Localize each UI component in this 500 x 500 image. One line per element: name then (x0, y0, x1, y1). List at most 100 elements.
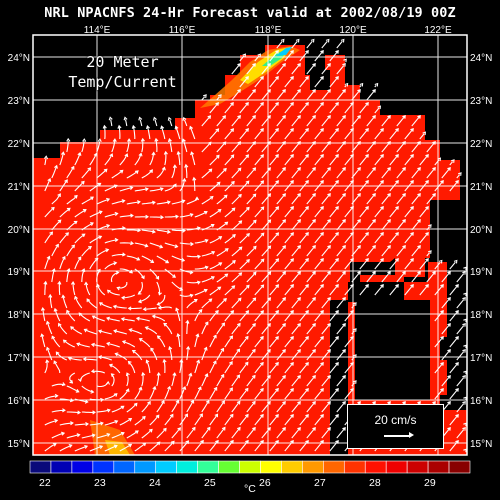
current-vector-head (252, 297, 257, 302)
current-vector-head (84, 444, 89, 449)
current-vector (72, 282, 76, 296)
current-vector-head (246, 232, 250, 237)
current-vector (261, 271, 271, 283)
current-vector (254, 310, 264, 322)
current-vector-head (236, 348, 241, 353)
current-vector (336, 167, 346, 179)
current-vector-head (327, 245, 331, 249)
current-vector-head (128, 418, 133, 422)
current-vector-head (275, 336, 279, 340)
current-vector-head (184, 163, 189, 168)
current-vector-head (195, 333, 200, 338)
current-vector (404, 258, 414, 270)
current-vector-head (67, 356, 72, 361)
current-vector-head (184, 413, 188, 418)
current-vector-head (335, 310, 339, 314)
current-vector (336, 193, 346, 205)
current-vector-head (43, 155, 49, 160)
colorbar-swatch (176, 460, 198, 474)
current-vector (209, 286, 221, 296)
current-vector (389, 180, 399, 192)
current-vector-head (353, 380, 357, 384)
current-vector (201, 115, 211, 127)
current-vector-head (82, 357, 87, 362)
current-vector (171, 255, 185, 262)
current-vector-head (158, 291, 162, 296)
current-vector (209, 236, 222, 244)
current-vector-head (64, 179, 68, 184)
current-vector-head (387, 141, 391, 145)
current-vector (231, 220, 242, 231)
current-vector-head (172, 164, 177, 169)
current-vector (419, 284, 429, 296)
current-vector (336, 115, 346, 127)
current-vector (254, 180, 264, 192)
current-vector-head (402, 245, 406, 249)
current-vector (351, 167, 361, 179)
current-vector (59, 256, 66, 270)
colorbar-unit: °C (244, 483, 256, 495)
current-vector-head (130, 241, 134, 246)
current-vector (314, 102, 324, 114)
current-vector (314, 440, 324, 452)
current-vector (351, 271, 361, 283)
current-vector (89, 398, 104, 401)
current-vector (81, 434, 95, 439)
current-vector-head (85, 422, 90, 427)
current-vector-head (106, 197, 111, 202)
current-vector-head (141, 415, 146, 420)
current-vector (269, 206, 279, 218)
current-vector-head (462, 349, 466, 353)
current-vector-head (95, 283, 100, 288)
current-vector-head (342, 401, 346, 405)
current-vector-head (51, 206, 55, 211)
current-vector (49, 294, 53, 309)
current-vector-head (440, 336, 444, 340)
current-vector (224, 387, 233, 400)
current-vector (284, 414, 294, 426)
current-vector-head (252, 167, 257, 171)
current-vector-head (312, 349, 316, 353)
current-vector-head (374, 82, 379, 87)
current-vector-head (282, 375, 286, 379)
current-vector-head (350, 232, 354, 236)
current-vector-head (65, 232, 70, 236)
current-vector (434, 261, 441, 270)
current-vector (186, 427, 196, 439)
current-vector (269, 388, 279, 400)
current-vector (434, 284, 444, 296)
current-vector-head (182, 116, 187, 121)
current-vector-head (327, 375, 331, 379)
current-vector-head (305, 180, 309, 184)
current-vector (276, 375, 286, 387)
current-vector (299, 128, 309, 140)
current-vector (396, 115, 406, 127)
current-vector-head (357, 245, 361, 249)
current-vector (449, 414, 459, 426)
current-vector-head (131, 124, 136, 129)
current-vector-head (327, 427, 331, 431)
current-vector-head (417, 219, 421, 223)
current-vector-head (282, 427, 286, 431)
current-vector-head (99, 421, 104, 426)
current-vector-head (161, 166, 166, 171)
current-vector (141, 255, 154, 263)
current-vector (179, 294, 193, 297)
current-vector-head (90, 369, 95, 374)
current-vector-head (297, 167, 301, 171)
current-vector (351, 193, 361, 205)
current-vector-head (342, 245, 346, 249)
current-vector (44, 178, 51, 192)
current-vector (291, 219, 301, 231)
current-vector-head (463, 448, 467, 453)
current-vector-head (327, 401, 331, 405)
current-vector (113, 305, 127, 309)
current-vector-head (447, 323, 451, 327)
current-vector (209, 413, 218, 426)
current-vector (154, 119, 158, 127)
velocity-scale-box: 20 cm/s (347, 404, 444, 449)
current-vector (276, 219, 286, 231)
current-vector (261, 193, 271, 205)
current-vector-head (455, 414, 459, 418)
current-vector-head (223, 297, 227, 302)
